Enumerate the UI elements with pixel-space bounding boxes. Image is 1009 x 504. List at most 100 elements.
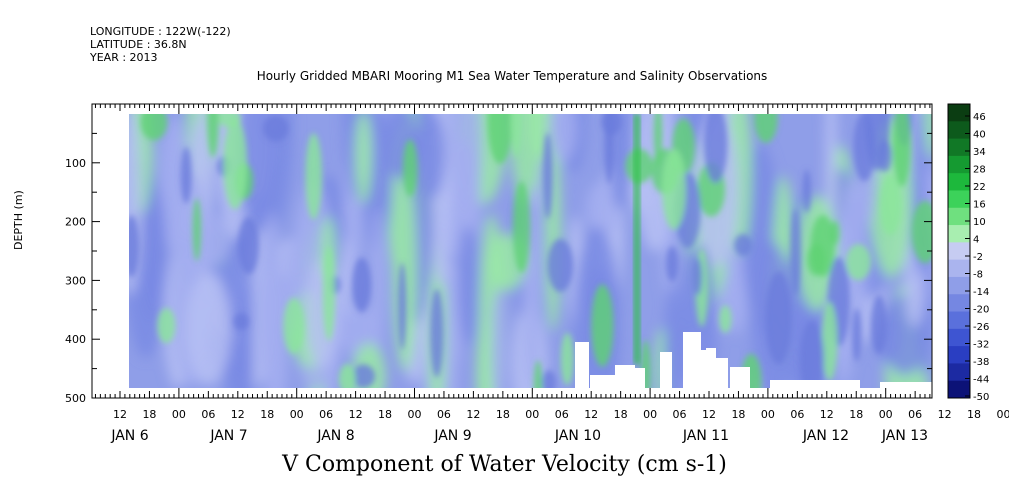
- x-tick-label: 18: [731, 408, 745, 421]
- field-patch: [548, 114, 578, 163]
- colorbar-segment: [948, 328, 970, 347]
- field-patch: [799, 320, 824, 390]
- field-patch: [397, 262, 407, 350]
- x-tick-label: 18: [260, 408, 274, 421]
- missing-data: [590, 375, 615, 390]
- x-day-label: JAN 12: [802, 428, 849, 444]
- field-patch: [180, 146, 192, 204]
- x-tick-label: 18: [967, 408, 981, 421]
- y-tick-label: 500: [65, 392, 86, 405]
- field-patch: [510, 114, 522, 158]
- field-patch: [547, 238, 574, 292]
- field-patch: [237, 216, 260, 275]
- field-patch: [340, 236, 353, 318]
- y-tick-label: 200: [65, 216, 86, 229]
- field-patch: [734, 234, 753, 257]
- colorbar-label: 46: [973, 112, 986, 123]
- colorbar-label: 16: [973, 200, 986, 211]
- colorbar-label: -14: [973, 287, 989, 298]
- colorbar-label: -44: [973, 375, 989, 386]
- field-patch: [351, 364, 376, 389]
- x-tick-label: 18: [496, 408, 510, 421]
- field-patch: [430, 288, 444, 378]
- year-label: YEAR : 2013: [90, 51, 158, 64]
- x-day-label: JAN 7: [209, 428, 247, 444]
- field-patch: [765, 271, 792, 365]
- field-patch: [924, 114, 932, 159]
- x-tick-label: 06: [437, 408, 451, 421]
- field-patch: [871, 295, 888, 355]
- x-tick-label: 00: [408, 408, 422, 421]
- x-tick-label: 00: [525, 408, 539, 421]
- field-patch: [393, 176, 418, 372]
- colorbar-label: -8: [973, 270, 983, 281]
- colorbar-label: 22: [973, 182, 986, 193]
- field-patch: [233, 312, 249, 331]
- colorbar-label: -26: [973, 322, 989, 333]
- colorbar-segment: [948, 346, 970, 364]
- field-patch: [821, 301, 838, 381]
- field-patch: [157, 308, 176, 344]
- x-tick-label: 12: [113, 408, 127, 421]
- x-tick-label: 06: [908, 408, 922, 421]
- colorbar-label: -2: [973, 252, 983, 263]
- field-patch: [911, 200, 932, 264]
- field-patch: [807, 243, 826, 276]
- x-tick-label: 00: [290, 408, 304, 421]
- x-tick-label: 12: [349, 408, 363, 421]
- field-patch: [852, 308, 862, 362]
- y-tick-label: 400: [65, 333, 86, 346]
- x-tick-label: 00: [172, 408, 186, 421]
- field-patch: [560, 332, 574, 386]
- field-patch: [262, 115, 289, 142]
- field-patch: [338, 364, 356, 390]
- x-tick-label: 00: [643, 408, 657, 421]
- field-patch: [754, 114, 778, 143]
- colorbar-segment: [948, 363, 970, 382]
- field-patch: [370, 207, 385, 361]
- field-patch: [846, 244, 871, 281]
- x-tick-label: 00: [761, 408, 775, 421]
- field-patch: [352, 257, 372, 313]
- field-patch: [129, 215, 140, 278]
- field-patch: [533, 360, 543, 390]
- colorbar-label: 34: [973, 147, 986, 158]
- x-tick-label: 12: [466, 408, 480, 421]
- field-patch: [661, 148, 687, 230]
- missing-data: [700, 350, 710, 390]
- field-patch: [487, 114, 513, 164]
- colorbar-segment: [948, 155, 970, 174]
- missing-data: [706, 348, 716, 390]
- missing-data: [730, 367, 750, 390]
- missing-data: [683, 332, 701, 390]
- field-patch: [604, 114, 614, 184]
- field-patch: [893, 114, 911, 187]
- field-patch: [305, 133, 322, 220]
- colorbar-segment: [948, 138, 970, 157]
- x-axis-label: V Component of Water Velocity (cm s-1): [282, 452, 727, 477]
- field-patch: [192, 198, 201, 261]
- chart-title: Hourly Gridded MBARI Mooring M1 Sea Wate…: [256, 69, 768, 83]
- field-patch: [609, 114, 631, 210]
- x-tick-label: 00: [879, 408, 893, 421]
- missing-data: [615, 365, 635, 390]
- colorbar-segment: [948, 104, 970, 122]
- x-tick-label: 18: [849, 408, 863, 421]
- field-patch: [802, 169, 812, 213]
- missing-data: [880, 382, 932, 390]
- colorbar-segment: [948, 259, 970, 278]
- missing-data: [575, 342, 589, 390]
- field-patch: [322, 245, 336, 341]
- colorbar-label: 40: [973, 130, 986, 141]
- colorbar-segment: [948, 121, 970, 140]
- field-patch: [585, 181, 621, 238]
- field-patch: [490, 288, 507, 390]
- y-tick-label: 100: [65, 157, 86, 170]
- field-patch: [692, 257, 703, 296]
- colorbar-segment: [948, 380, 970, 399]
- x-day-label: JAN 11: [682, 428, 729, 444]
- field-streak: [634, 114, 640, 364]
- x-tick-label: 18: [142, 408, 156, 421]
- field-patch: [790, 208, 801, 296]
